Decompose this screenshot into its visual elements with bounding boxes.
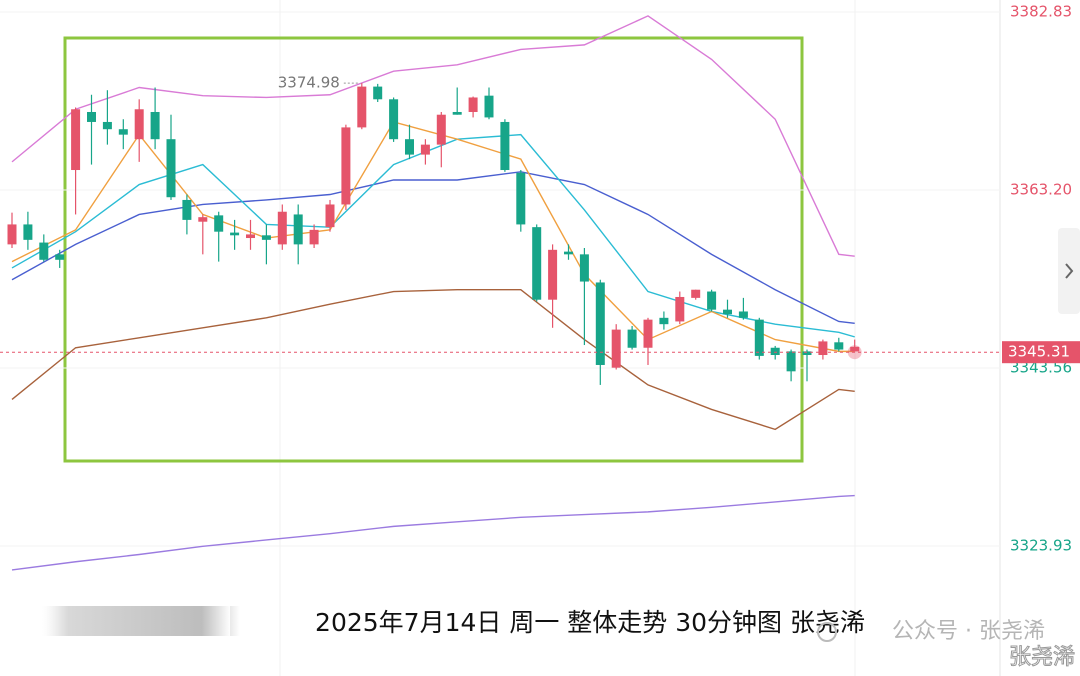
candle-body [611,329,621,368]
candle-body [182,199,192,220]
candle-body [452,111,462,115]
indicator-line [11,494,855,571]
candle-body [802,351,812,356]
candle-body [341,127,351,205]
candle-body [198,217,208,222]
y-tick-label: 3382.83 [1010,2,1072,20]
candle-body [357,86,367,128]
candle-body [325,204,335,228]
candle-body [261,235,271,240]
indicator-line [11,171,855,324]
candle-body [405,139,414,155]
candle-body [214,215,224,232]
candle-body [564,251,573,255]
indicator-line [11,289,855,431]
last-price-label: 3345.31 [1008,343,1070,361]
candle-body [246,234,255,239]
candle-body [293,214,303,245]
y-tick-label: 3323.93 [1010,537,1072,555]
candle-body [118,129,128,135]
candle-body [102,121,112,130]
candle-body [754,319,764,356]
candle-body [71,109,81,171]
highlight-box [63,36,804,463]
candle-body [643,319,653,348]
candle-body [39,242,49,260]
candle-body [723,309,732,315]
candle-body [7,224,17,245]
candle-body [309,229,319,245]
candle-body [770,347,780,356]
caption: 2025年7月14日 周一 整体走势 30分钟图 张尧浠 [315,608,865,637]
chevron-icon [1065,263,1074,279]
high-label: 3374.98 [278,74,340,92]
last-price-dot [847,345,862,360]
candle-body [500,121,510,171]
candle-body [627,329,637,348]
candle-body [532,227,542,300]
candle-body [850,346,860,352]
candle-body [834,342,844,350]
candle-body [55,254,65,260]
watermark: 公众号 · 张尧浠 [892,619,1045,644]
plot: 3382.833363.203343.563323.933374.983345.… [0,2,1080,571]
blur-mask [40,606,230,636]
indicator-line [11,133,855,338]
last-price-box [1002,341,1080,364]
y-tick-label: 3363.20 [1010,180,1072,198]
candle-body [468,97,478,112]
candle-body [691,289,701,298]
candle-body [436,114,446,145]
indicator-line [11,121,855,353]
candle-body [738,311,748,318]
candle-body [786,351,796,372]
candle-body [420,144,430,155]
side-panel-toggle[interactable] [1058,228,1080,314]
candle-body [484,95,494,118]
candle-body [579,254,589,282]
candle-body [150,111,160,140]
candle-body [818,341,828,356]
indicator-line [11,15,855,257]
wechat-icon [817,622,837,642]
candle-body [516,172,526,225]
candle-body [548,249,558,300]
candle-body [659,317,669,325]
grid [279,0,1001,676]
candle-body [595,282,605,365]
candle-body [134,109,144,140]
watermark-name: 张尧浠 [1009,645,1075,670]
candle-body [23,224,33,240]
candle-body [230,232,240,236]
candle-body [707,291,717,310]
candle-body [373,86,383,100]
candle-body [166,139,176,198]
candle-body [389,99,399,140]
candle-body [675,296,685,322]
candle-body [87,111,96,122]
candle-body [277,211,287,245]
